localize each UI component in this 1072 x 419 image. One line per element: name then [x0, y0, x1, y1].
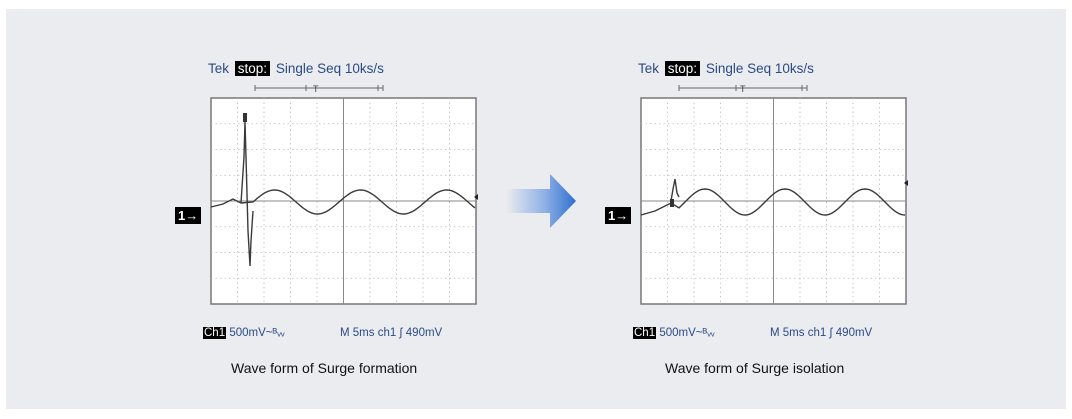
scope-footer: Ch1 500mV~ᴮᵥᵥ M 5ms ch1 ∫ 490mV: [633, 327, 923, 339]
svg-text:T: T: [313, 84, 319, 94]
surge-spike: [670, 178, 680, 207]
vertical-scale: 500mV~ᴮᵥᵥ: [659, 327, 715, 339]
caption-formation: Wave form of Surge formation: [231, 360, 418, 376]
acquisition-mode: Single Seq 10ks/s: [275, 61, 384, 76]
right-arrow-icon: [506, 174, 576, 228]
scope-screen: T: [640, 84, 908, 305]
figure-panel: Tek stop: Single Seq 10ks/s T: [6, 9, 1066, 409]
channel-marker: 1→: [605, 207, 632, 224]
waveform-trace: [640, 188, 906, 216]
caption-isolation: Wave form of Surge isolation: [665, 360, 845, 376]
scope-header: Tek stop: Single Seq 10ks/s: [208, 61, 384, 76]
trigger-level-marker: [474, 194, 478, 200]
channel-badge: Ch1: [203, 327, 227, 339]
trigger-position-bar: T: [254, 84, 384, 94]
scope-header: Tek stop: Single Seq 10ks/s: [638, 61, 814, 76]
vertical-scale: 500mV~ᴮᵥᵥ: [229, 327, 285, 339]
brand-label: Tek: [208, 61, 230, 76]
scope-screen: T: [210, 84, 478, 305]
brand-label: Tek: [638, 61, 660, 76]
channel-marker: 1→: [175, 207, 202, 224]
scope-surge-isolation: Tek stop: Single Seq 10ks/s T 1→: [605, 61, 923, 376]
svg-text:T: T: [740, 84, 746, 94]
timebase-readout: M 5ms ch1 ∫ 490mV: [770, 327, 873, 339]
graticule: [211, 98, 476, 304]
trigger-position-bar: T: [678, 84, 808, 94]
scope-surge-formation: Tek stop: Single Seq 10ks/s T: [175, 61, 493, 376]
timebase-readout: M 5ms ch1 ∫ 490mV: [340, 327, 443, 339]
stop-badge: stop:: [664, 61, 701, 76]
stop-badge: stop:: [234, 61, 271, 76]
surge-spike: [240, 113, 254, 267]
scope-footer: Ch1 500mV~ᴮᵥᵥ M 5ms ch1 ∫ 490mV: [203, 327, 493, 339]
channel-badge: Ch1: [633, 327, 657, 339]
trigger-level-marker: [904, 180, 908, 186]
acquisition-mode: Single Seq 10ks/s: [705, 61, 814, 76]
waveform-trace: [210, 189, 476, 215]
